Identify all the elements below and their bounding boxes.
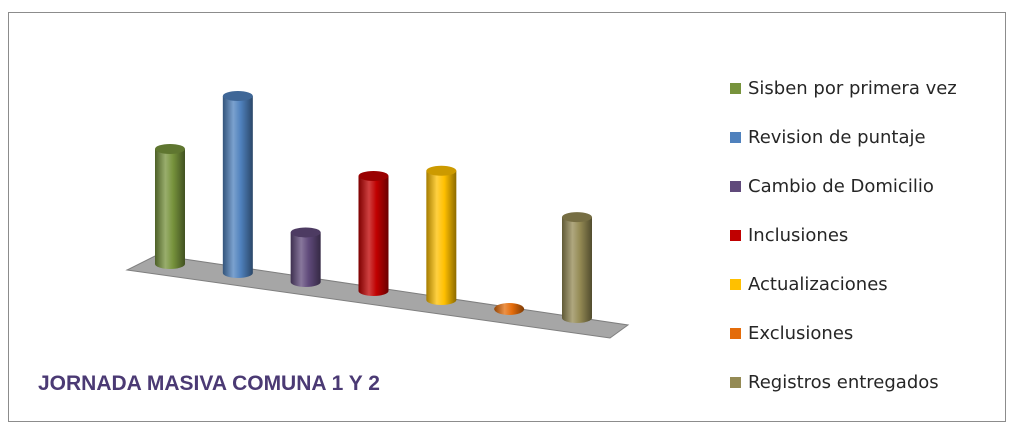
bar-top [222, 91, 253, 101]
legend-item-sisben-por-primera-vez: Sisben por primera vez [730, 64, 957, 113]
legend-item-inclusiones: Inclusiones [730, 211, 957, 260]
legend-item-revision-de-puntaje: Revision de puntaje [730, 113, 957, 162]
legend-swatch [730, 83, 741, 94]
bar-revision-de-puntaje [222, 91, 253, 278]
chart-title: JORNADA MASIVA COMUNA 1 Y 2 [38, 372, 380, 395]
legend-item-cambio-de-domicilio: Cambio de Domicilio [730, 162, 957, 211]
legend-swatch [730, 377, 741, 388]
bar-body [426, 170, 457, 305]
legend-swatch [730, 279, 741, 290]
legend-swatch [730, 328, 741, 339]
legend-item-exclusiones: Exclusiones [730, 309, 957, 358]
legend-swatch [730, 132, 741, 143]
legend-label: Cambio de Domicilio [748, 176, 934, 197]
bar-disc [494, 303, 525, 315]
legend-label: Registros entregados [748, 372, 939, 393]
chart-floor [125, 254, 630, 339]
bar-actualizaciones [426, 165, 457, 305]
chart-legend: Sisben por primera vez Revision de puntaj… [730, 64, 957, 407]
bar-registros-entregados [562, 212, 592, 323]
bar-body [222, 96, 253, 278]
bar-body [358, 175, 389, 296]
legend-label: Sisben por primera vez [748, 78, 957, 99]
legend-item-registros-entregados: Registros entregados [730, 358, 957, 407]
bar-sisben-por-primera-vez [155, 143, 185, 269]
legend-swatch [730, 230, 741, 241]
bar-top [290, 227, 321, 238]
bar-body [562, 217, 592, 323]
legend-swatch [730, 181, 741, 192]
legend-label: Revision de puntaje [748, 127, 926, 148]
bar-top [562, 212, 592, 223]
legend-item-actualizaciones: Actualizaciones [730, 260, 957, 309]
bar-cambio-de-domicilio [290, 227, 321, 287]
bar-top [426, 165, 457, 176]
bar-top [155, 143, 185, 154]
bar-body [155, 148, 185, 269]
bar-inclusiones [358, 170, 389, 296]
bar-exclusiones [494, 303, 525, 315]
bar-top [358, 170, 389, 181]
legend-label: Actualizaciones [748, 274, 888, 295]
bar-body [290, 232, 321, 287]
legend-label: Inclusiones [748, 225, 849, 246]
legend-label: Exclusiones [748, 323, 854, 344]
